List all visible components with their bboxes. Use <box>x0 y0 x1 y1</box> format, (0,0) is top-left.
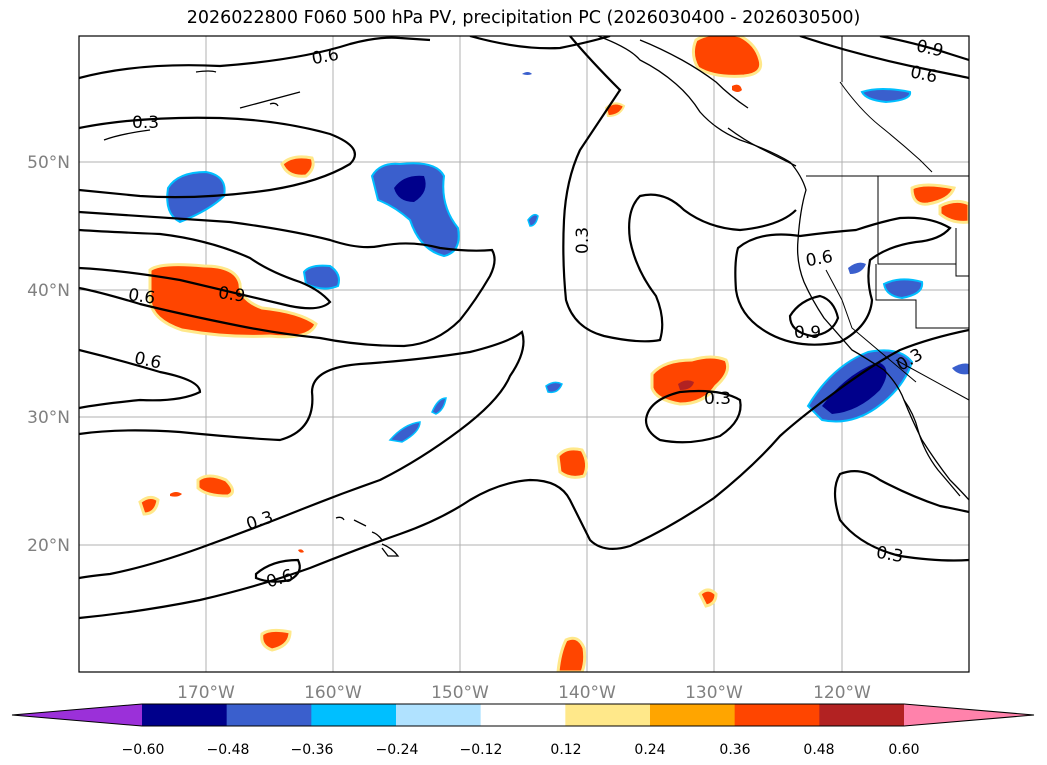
map-border <box>78 35 970 673</box>
contour-label: 0.6 <box>127 285 157 309</box>
colorbar-tick-label: 0.12 <box>550 742 581 758</box>
map-frame <box>79 36 969 672</box>
lon-tick-label: 140°W <box>558 683 616 703</box>
lat-tick-label: 30°N <box>27 408 70 428</box>
lat-tick-labels: 50°N 40°N 30°N 20°N <box>27 153 70 556</box>
pos-area-p12 <box>938 199 969 224</box>
contour-label: 0.9 <box>217 283 247 307</box>
contour-line <box>254 558 301 583</box>
pv-contours <box>79 36 969 620</box>
colorbar-tick-label: −0.24 <box>376 742 419 758</box>
contour-label: 0.3 <box>704 389 731 409</box>
contour-line <box>79 330 525 580</box>
precip-negative-areas <box>166 72 969 443</box>
coastlines <box>103 36 969 557</box>
colorbar-tick-label: 0.60 <box>888 742 919 758</box>
pos-area-p2 <box>691 36 763 78</box>
colorbar-swatch <box>650 704 736 726</box>
lon-tick-label: 120°W <box>813 683 871 703</box>
lat-tick-label: 50°N <box>27 153 70 173</box>
borders <box>806 36 969 401</box>
neg-area-n6 <box>882 278 924 300</box>
contour-line <box>833 469 969 562</box>
contour-label: 0.3 <box>573 227 593 254</box>
lon-tick-label: 130°W <box>685 683 743 703</box>
lon-tick-labels: 170°W 160°W 150°W 140°W 130°W 120°W <box>177 683 871 703</box>
contour-line <box>79 210 496 348</box>
colorbar-outline <box>11 703 1035 727</box>
contour-label: 0.3 <box>132 113 159 133</box>
colorbar <box>11 703 1035 727</box>
contour-line <box>788 294 840 338</box>
contour-line <box>79 116 356 199</box>
contour-line <box>79 36 431 80</box>
contour-line <box>644 389 742 444</box>
neg-area-n3 <box>302 264 340 290</box>
colorbar-extend-high <box>904 704 1034 726</box>
contour-line <box>799 36 969 80</box>
contour-line <box>79 348 202 410</box>
contour-label: 0.6 <box>804 247 834 271</box>
lon-tick-label: 150°W <box>431 683 489 703</box>
pos-area-p10 <box>698 588 718 608</box>
contour-label: 0.9 <box>794 323 821 343</box>
lon-tick-label: 160°W <box>304 683 362 703</box>
pos-area-p5 <box>556 636 587 672</box>
colorbar-swatch <box>480 704 566 726</box>
colorbar-tick-label: 0.36 <box>719 742 750 758</box>
colorbar-tick-labels: −0.60 −0.48 −0.36 −0.24 −0.12 0.12 0.24 … <box>122 742 920 758</box>
colorbar-swatch <box>311 704 397 726</box>
contour-line <box>562 36 797 343</box>
colorbar-tick-label: −0.12 <box>460 742 503 758</box>
pos-area-p11 <box>910 183 956 206</box>
colorbar-tick-label: −0.48 <box>207 742 250 758</box>
map-title: 2026022800 F060 500 hPa PV, precipitatio… <box>186 8 861 28</box>
pos-area-p7 <box>196 474 234 498</box>
contour-line <box>469 36 611 50</box>
colorbar-tick-label: −0.36 <box>291 742 334 758</box>
lat-tick-label: 20°N <box>27 536 70 556</box>
colorbar-swatch <box>819 704 905 726</box>
colorbar-extend-low <box>12 704 142 726</box>
colorbar-tick-label: −0.60 <box>122 742 165 758</box>
colorbar-swatch <box>142 704 228 726</box>
colorbar-swatch <box>226 704 312 726</box>
colorbar-tick-label: 0.24 <box>634 742 665 758</box>
lat-tick-label: 40°N <box>27 281 70 301</box>
contour-line <box>79 228 332 310</box>
neg-area-n2 <box>370 162 460 258</box>
colorbar-tick-label: 0.48 <box>803 742 834 758</box>
pos-area-p4 <box>556 447 589 479</box>
pos-area-p6 <box>280 155 315 178</box>
contour-line <box>879 36 969 62</box>
colorbar-swatch <box>734 704 820 726</box>
pos-area-p9 <box>260 628 292 652</box>
graticule <box>79 36 969 672</box>
contour-label: 0.6 <box>310 45 340 69</box>
pos-area-p8 <box>138 495 160 516</box>
colorbar-swatch <box>565 704 651 726</box>
contour-label: 0.3 <box>875 543 905 567</box>
lon-tick-label: 170°W <box>177 683 235 703</box>
contour-line <box>734 216 952 346</box>
colorbar-swatch <box>396 704 482 726</box>
neg-area-n5 <box>860 88 912 104</box>
